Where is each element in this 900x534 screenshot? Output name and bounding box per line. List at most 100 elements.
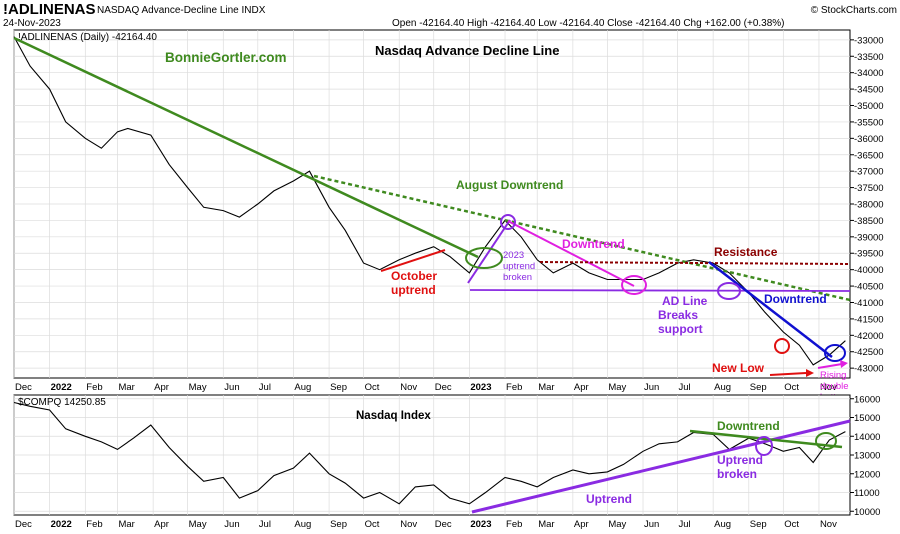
top-xtick-label: 2023 <box>470 382 491 393</box>
bottom-xtick-label: Feb <box>506 519 522 530</box>
bottom-legend: $COMPQ 14250.85 <box>18 397 106 408</box>
header-logo: © StockCharts.com <box>811 5 897 16</box>
bottom-xtick-label: Aug <box>294 519 311 530</box>
top-xtick-label: May <box>608 382 626 393</box>
bottom-uptrend-line <box>471 419 851 514</box>
top-ytick-label: -34500 <box>854 85 884 96</box>
green-circle <box>465 247 503 269</box>
bottom-x-ticks: Dec 2022 Feb Mar Apr May Jun Jul Aug Sep Oct Nov Dec… <box>15 519 837 530</box>
top-xtick-label: Sep <box>330 382 347 393</box>
top-chart-title: Nasdaq Advance Decline Line <box>375 43 559 58</box>
new-low-arrow <box>769 372 807 376</box>
top-xtick-label: Dec <box>15 382 32 393</box>
top-ytick-label: -33500 <box>854 52 884 63</box>
top-xtick-label: Dec <box>435 382 452 393</box>
top-ytick-label: -35500 <box>854 117 884 128</box>
support-line <box>469 289 851 292</box>
ann-resistance: Resistance <box>714 245 778 259</box>
bottom-xtick-label: Oct <box>784 519 799 530</box>
ann-new-low: New Low <box>712 361 765 375</box>
bottom-xtick-label: Sep <box>750 519 767 530</box>
ann-october-2: uptrend <box>391 283 436 297</box>
ann-downtrend-blue: Downtrend <box>764 292 827 306</box>
bottom-xtick-label: Nov <box>400 519 417 530</box>
rising-arrowhead <box>840 360 848 368</box>
top-xtick-label: Feb <box>506 382 522 393</box>
bottom-xtick-label: Dec <box>435 519 452 530</box>
ann-bottom-uptrend: Uptrend <box>586 492 632 506</box>
top-ytick-label: -41000 <box>854 298 884 309</box>
bottom-ytick-label: 16000 <box>854 394 880 405</box>
watermark: BonnieGortler.com <box>165 50 287 65</box>
bottom-ytick-label: 15000 <box>854 413 880 424</box>
bottom-annotations <box>471 419 851 514</box>
top-xtick-label: Oct <box>784 382 799 393</box>
top-xtick-label: Jun <box>644 382 659 393</box>
header-name: NASDAQ Advance-Decline Line INDX <box>97 5 266 16</box>
top-ytick-label: -36000 <box>854 134 884 145</box>
new-low-arrowhead <box>806 369 814 377</box>
top-ytick-label: -35000 <box>854 101 884 112</box>
ann-adline-2: Breaks <box>658 308 698 322</box>
bottom-xtick-label: 2022 <box>51 519 72 530</box>
top-ytick-label: -43000 <box>854 364 884 375</box>
bottom-xtick-label: Jul <box>679 519 691 530</box>
bottom-xtick-label: Oct <box>365 519 380 530</box>
top-xtick-label: Nov <box>400 382 417 393</box>
purple-circle-support <box>717 282 741 300</box>
ann-uptrend-broken-2: broken <box>717 467 757 481</box>
top-x-ticks: Dec 2022 Feb Mar Apr May Jun Jul Aug Sep Oct Nov Dec… <box>15 382 837 393</box>
top-ytick-label: -39500 <box>854 249 884 260</box>
top-ytick-label: -38000 <box>854 200 884 211</box>
top-ytick-label: -39000 <box>854 232 884 243</box>
bottom-ytick-label: 14000 <box>854 432 880 443</box>
bottom-xtick-label: Nov <box>820 519 837 530</box>
resistance-line <box>539 261 851 265</box>
top-xtick-label: Apr <box>574 382 589 393</box>
ann-adline-1: AD Line <box>662 294 708 308</box>
bottom-ytick-label: 11000 <box>854 488 880 499</box>
top-ytick-label: -42500 <box>854 347 884 358</box>
ann-2023-3: broken <box>503 272 532 283</box>
top-legend: !ADLINENAS (Daily) -42164.40 <box>18 32 157 43</box>
top-xtick-label: Jul <box>259 382 271 393</box>
top-xtick-label: Oct <box>365 382 380 393</box>
red-circle <box>774 338 790 354</box>
rising-arrow <box>817 363 843 369</box>
bottom-xtick-label: Aug <box>714 519 731 530</box>
bottom-y-ticks: 10000 11000 12000 13000 14000 15000 16000 <box>850 394 880 518</box>
bottom-xtick-label: Jul <box>259 519 271 530</box>
ann-bottom-downtrend: Downtrend <box>717 419 780 433</box>
bottom-ytick-label: 13000 <box>854 451 880 462</box>
ann-2023-1: 2023 <box>503 250 524 261</box>
bottom-xtick-label: Jun <box>644 519 659 530</box>
bottom-xtick-label: Sep <box>330 519 347 530</box>
ann-adline-3: support <box>658 322 703 336</box>
top-xtick-label: Mar <box>538 382 554 393</box>
bottom-xtick-label: Jun <box>224 519 239 530</box>
bottom-xtick-label: Apr <box>574 519 589 530</box>
header-date: 24-Nov-2023 <box>3 18 61 29</box>
blue-circle <box>824 344 846 362</box>
bottom-xtick-label: Dec <box>15 519 32 530</box>
top-xtick-label: Mar <box>118 382 134 393</box>
top-xtick-label: Apr <box>154 382 169 393</box>
bottom-xtick-label: Mar <box>538 519 554 530</box>
bottom-xtick-label: 2023 <box>470 519 491 530</box>
adline-series-line <box>13 36 846 366</box>
top-xtick-label: Aug <box>714 382 731 393</box>
bottom-purple-circle <box>755 436 773 456</box>
bottom-green-circle <box>815 432 837 450</box>
top-ytick-label: -37000 <box>854 167 884 178</box>
header-symbol: !ADLINENAS <box>3 1 96 18</box>
blue-downtrend-line <box>708 261 833 358</box>
top-xtick-label: Aug <box>294 382 311 393</box>
ann-2023-2: uptrend <box>503 261 535 272</box>
top-xtick-label: Jul <box>679 382 691 393</box>
top-ytick-label: -33000 <box>854 35 884 46</box>
top-ytick-label: -42000 <box>854 331 884 342</box>
top-ytick-label: -34000 <box>854 68 884 79</box>
top-ytick-label: -41500 <box>854 314 884 325</box>
bottom-ytick-label: 10000 <box>854 507 880 518</box>
